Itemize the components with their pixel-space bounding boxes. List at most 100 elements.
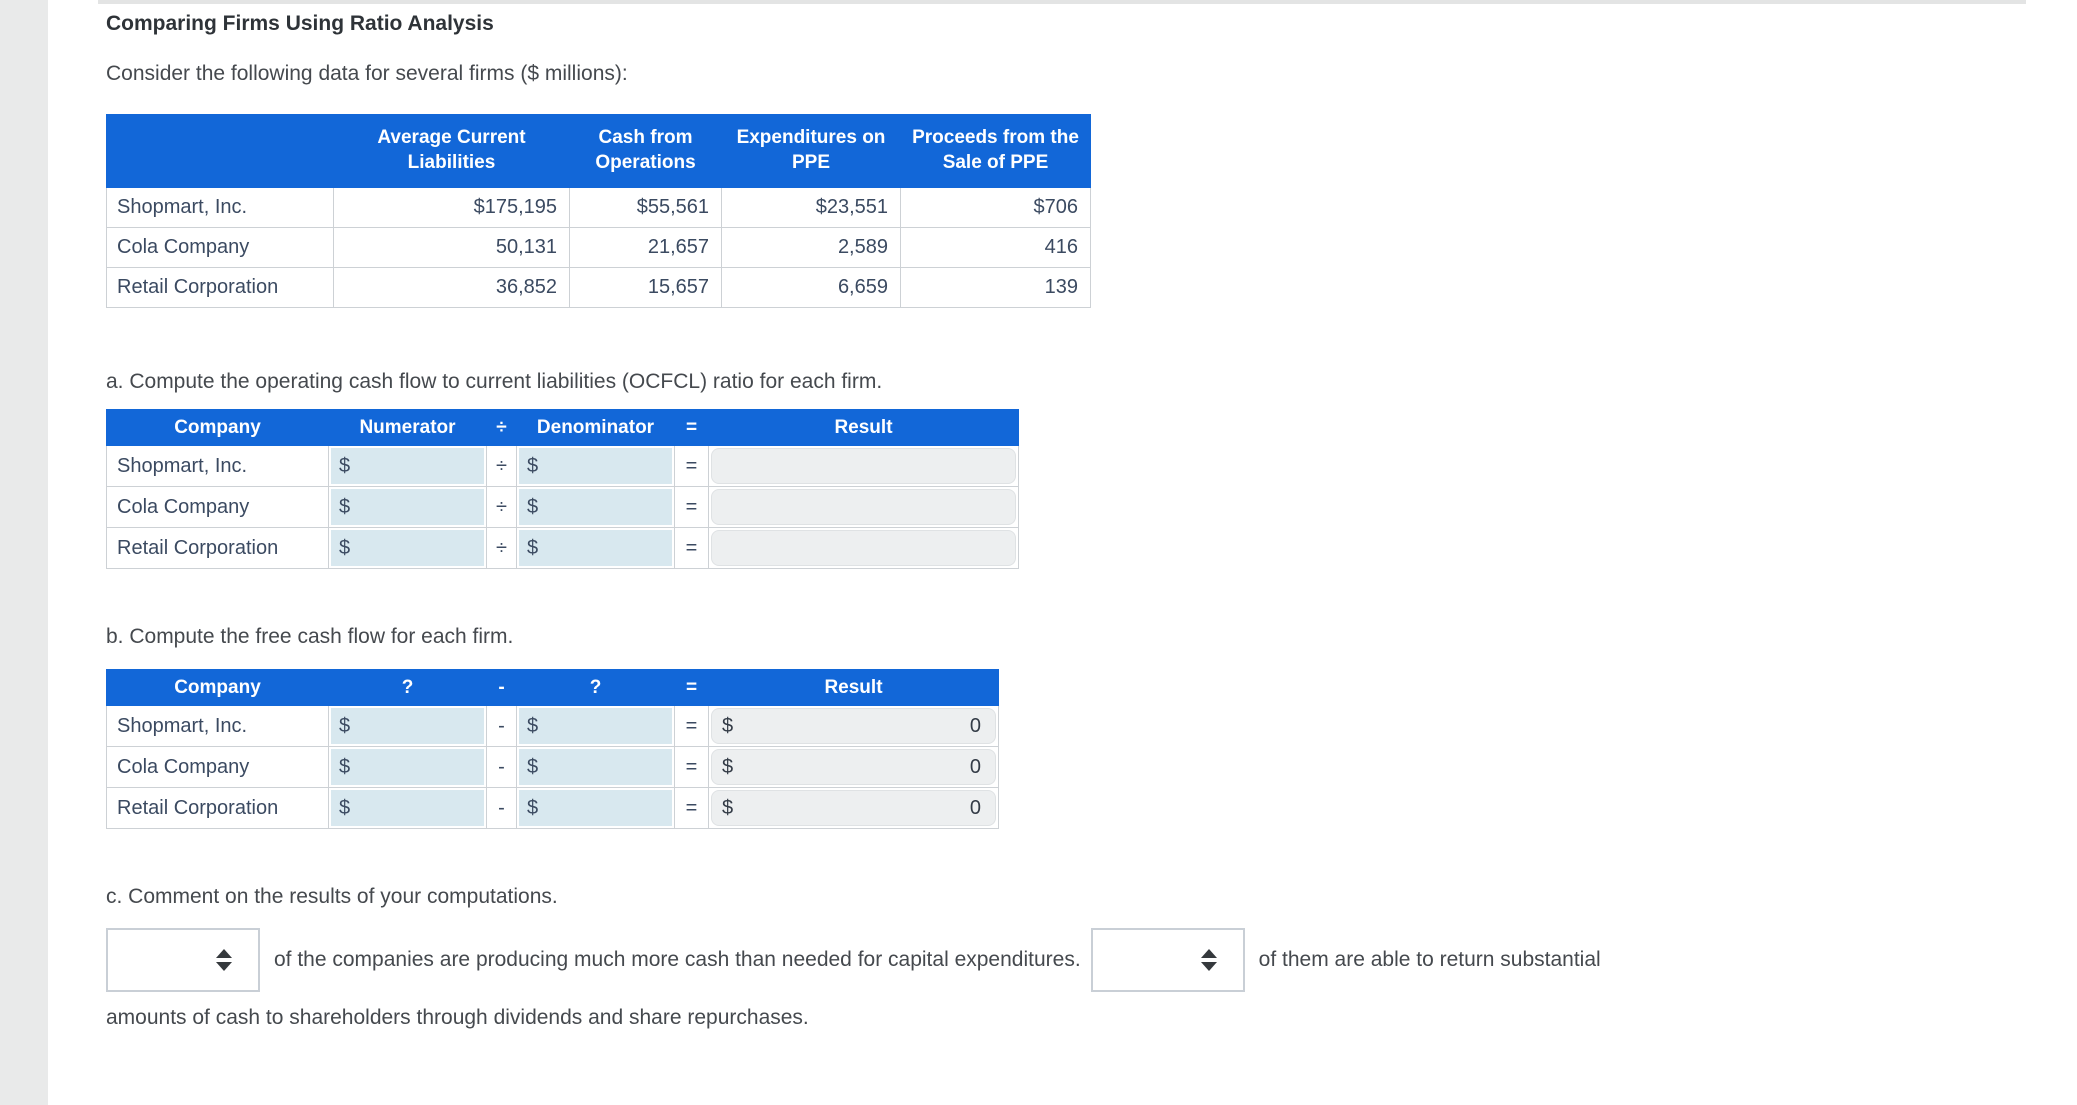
expenditures-on-ppe-value: $23,551 <box>721 187 901 228</box>
equals-sign: = <box>674 746 709 788</box>
header-denominator: Denominator <box>516 409 675 446</box>
company-name: Cola Company <box>106 227 334 268</box>
equals-sign: = <box>674 486 709 528</box>
proceeds-sale-ppe-value: $706 <box>900 187 1091 228</box>
currency-symbol: $ <box>527 796 539 819</box>
data-header-cash-from-operations: Cash from Operations <box>569 114 722 188</box>
company-name: Cola Company <box>106 746 329 788</box>
table-row: Retail Corporation $ ÷ $ = <box>106 527 1019 569</box>
numerator-input[interactable]: $ <box>331 530 484 566</box>
result-value: 0 <box>969 755 981 778</box>
part-a-table: Company Numerator ÷ Denominator = Result… <box>106 409 1019 569</box>
term2-input[interactable]: $ <box>519 790 672 826</box>
page-title: Comparing Firms Using Ratio Analysis <box>106 12 494 35</box>
table-row: Shopmart, Inc. $175,195 $55,561 $23,551 … <box>106 187 1091 228</box>
result-value: 0 <box>969 714 981 737</box>
currency-symbol: $ <box>339 755 351 778</box>
divide-sign: ÷ <box>486 445 517 487</box>
proceeds-sale-ppe-value: 416 <box>900 227 1091 268</box>
part-c-text-line-2: amounts of cash to shareholders through … <box>106 1006 809 1029</box>
currency-symbol: $ <box>339 495 351 518</box>
divide-sign: ÷ <box>486 486 517 528</box>
data-header-expenditures-on-ppe: Expenditures on PPE <box>721 114 901 188</box>
header-result: Result <box>708 669 999 706</box>
numerator-input[interactable]: $ <box>331 489 484 525</box>
denominator-input[interactable]: $ <box>519 448 672 484</box>
currency-symbol: $ <box>722 714 734 737</box>
currency-symbol: $ <box>527 536 539 559</box>
result-output: $0 <box>711 749 996 785</box>
part-b-header-row: Company ? - ? = Result <box>106 669 999 706</box>
part-c-text-2: of them are able to return substantial <box>1258 948 1601 971</box>
denominator-input[interactable]: $ <box>519 489 672 525</box>
expenditures-on-ppe-value: 6,659 <box>721 267 901 308</box>
minus-sign: - <box>486 705 517 747</box>
currency-symbol: $ <box>339 454 351 477</box>
company-name: Shopmart, Inc. <box>106 187 334 228</box>
divide-sign: ÷ <box>486 527 517 569</box>
part-c-prompt: c. Comment on the results of your comput… <box>106 885 558 908</box>
question-panel: Comparing Firms Using Ratio Analysis Con… <box>106 0 2056 1032</box>
part-b-prompt: b. Compute the free cash flow for each f… <box>106 625 514 648</box>
equals-sign: = <box>674 787 709 829</box>
table-row: Shopmart, Inc. $ ÷ $ = <box>106 445 1019 487</box>
currency-symbol: $ <box>339 796 351 819</box>
avg-current-liabilities-value: 50,131 <box>333 227 570 268</box>
term1-input[interactable]: $ <box>331 790 484 826</box>
term1-input[interactable]: $ <box>331 708 484 744</box>
equals-sign: = <box>674 445 709 487</box>
result-value: 0 <box>969 796 981 819</box>
header-numerator: Numerator <box>328 409 487 446</box>
cash-from-operations-value: 15,657 <box>569 267 722 308</box>
part-b-table: Company ? - ? = Result Shopmart, Inc. $ … <box>106 669 999 829</box>
header-term1: ? <box>328 669 487 706</box>
comment-dropdown-2[interactable] <box>1090 928 1245 992</box>
company-name: Retail Corporation <box>106 787 329 829</box>
currency-symbol: $ <box>527 714 539 737</box>
company-name: Shopmart, Inc. <box>106 445 329 487</box>
data-header-blank <box>106 114 334 188</box>
data-header-proceeds-sale-ppe: Proceeds from the Sale of PPE <box>900 114 1091 188</box>
numerator-input[interactable]: $ <box>331 448 484 484</box>
comment-dropdown-1[interactable] <box>106 928 260 992</box>
header-equals-sign: = <box>674 669 709 706</box>
header-company: Company <box>106 669 329 706</box>
currency-symbol: $ <box>722 755 734 778</box>
company-name: Cola Company <box>106 486 329 528</box>
table-row: Cola Company 50,131 21,657 2,589 416 <box>106 227 1091 268</box>
avg-current-liabilities-value: $175,195 <box>333 187 570 228</box>
company-name: Shopmart, Inc. <box>106 705 329 747</box>
cash-from-operations-value: 21,657 <box>569 227 722 268</box>
intro-text: Consider the following data for several … <box>106 62 628 85</box>
currency-symbol: $ <box>339 536 351 559</box>
header-company: Company <box>106 409 329 446</box>
data-table-header-row: Average Current Liabilities Cash from Op… <box>106 114 1091 188</box>
currency-symbol: $ <box>527 495 539 518</box>
term2-input[interactable]: $ <box>519 749 672 785</box>
result-output <box>711 489 1016 525</box>
currency-symbol: $ <box>527 454 539 477</box>
currency-symbol: $ <box>527 755 539 778</box>
result-output: $0 <box>711 708 996 744</box>
denominator-input[interactable]: $ <box>519 530 672 566</box>
firms-data-table: Average Current Liabilities Cash from Op… <box>106 114 1091 308</box>
proceeds-sale-ppe-value: 139 <box>900 267 1091 308</box>
term2-input[interactable]: $ <box>519 708 672 744</box>
equals-sign: = <box>674 527 709 569</box>
table-row: Retail Corporation $ - $ = $0 <box>106 787 999 829</box>
top-divider <box>98 0 2026 4</box>
left-gutter <box>0 0 48 1105</box>
select-arrows-icon <box>1200 949 1217 971</box>
cash-from-operations-value: $55,561 <box>569 187 722 228</box>
header-minus-sign: - <box>486 669 517 706</box>
avg-current-liabilities-value: 36,852 <box>333 267 570 308</box>
header-result: Result <box>708 409 1019 446</box>
header-divide-sign: ÷ <box>486 409 517 446</box>
part-a-prompt: a. Compute the operating cash flow to cu… <box>106 370 883 393</box>
part-c-text-1: of the companies are producing much more… <box>274 948 1081 971</box>
header-equals-sign: = <box>674 409 709 446</box>
currency-symbol: $ <box>722 796 734 819</box>
result-output <box>711 530 1016 566</box>
term1-input[interactable]: $ <box>331 749 484 785</box>
part-a-header-row: Company Numerator ÷ Denominator = Result <box>106 409 1019 446</box>
